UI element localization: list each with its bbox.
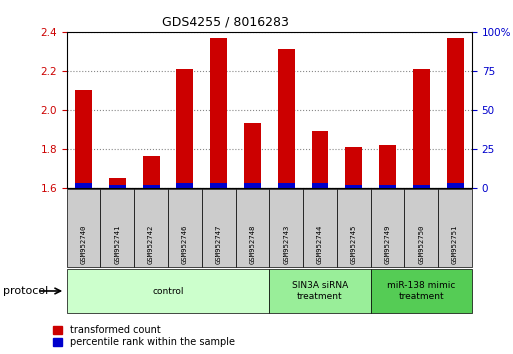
Text: GSM952747: GSM952747 [215, 225, 222, 264]
Text: control: control [152, 287, 184, 296]
Bar [176, 183, 193, 188]
Bar [176, 69, 193, 188]
Text: GSM952741: GSM952741 [114, 225, 121, 264]
Text: miR-138 mimic
treatment: miR-138 mimic treatment [387, 281, 456, 301]
Text: GSM952746: GSM952746 [182, 225, 188, 264]
Bar [447, 38, 464, 188]
Text: GSM952750: GSM952750 [418, 225, 424, 264]
Bar [210, 38, 227, 188]
Text: GSM952748: GSM952748 [249, 225, 255, 264]
Bar [143, 184, 160, 188]
Bar [244, 124, 261, 188]
Bar [345, 184, 362, 188]
Bar [143, 156, 160, 188]
Text: GSM952751: GSM952751 [452, 225, 458, 264]
Text: GSM952749: GSM952749 [385, 225, 390, 264]
Bar [244, 183, 261, 188]
Bar [345, 147, 362, 188]
Legend: transformed count, percentile rank within the sample: transformed count, percentile rank withi… [51, 323, 236, 349]
Bar [75, 183, 92, 188]
Bar [379, 145, 396, 188]
Bar [109, 184, 126, 188]
Text: GSM952740: GSM952740 [81, 225, 87, 264]
Bar [278, 183, 294, 188]
Bar [413, 184, 430, 188]
Text: SIN3A siRNA
treatment: SIN3A siRNA treatment [292, 281, 348, 301]
Bar [311, 131, 328, 188]
Bar [210, 183, 227, 188]
Text: GSM952743: GSM952743 [283, 225, 289, 264]
Bar [413, 69, 430, 188]
Bar [311, 183, 328, 188]
Bar [75, 90, 92, 188]
Bar [447, 183, 464, 188]
Text: GSM952745: GSM952745 [351, 225, 357, 264]
Text: GSM952742: GSM952742 [148, 225, 154, 264]
Text: GDS4255 / 8016283: GDS4255 / 8016283 [162, 16, 289, 29]
Bar [109, 178, 126, 188]
Bar [278, 50, 294, 188]
Bar [379, 184, 396, 188]
Text: protocol: protocol [3, 286, 48, 296]
Text: GSM952744: GSM952744 [317, 225, 323, 264]
